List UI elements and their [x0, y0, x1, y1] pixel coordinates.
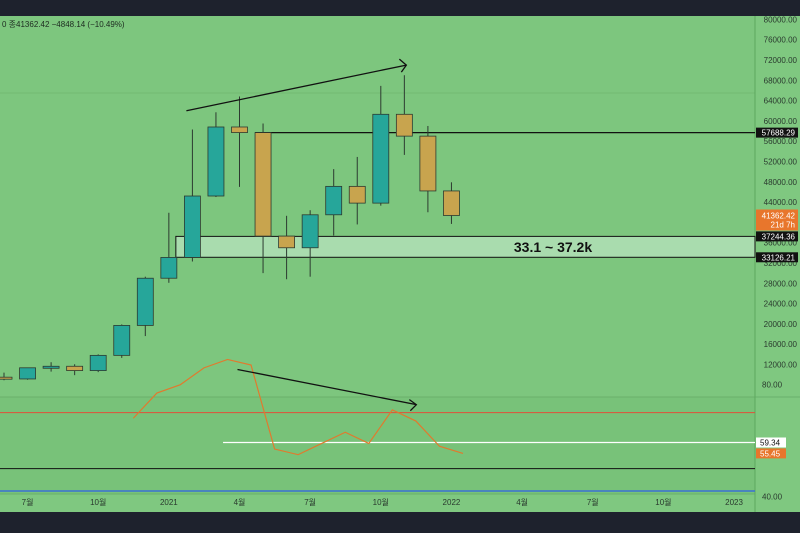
candle-body — [136, 277, 154, 326]
price-tick-label: 20000.00 — [764, 320, 798, 329]
rsi-level-tag-bg — [756, 437, 786, 448]
rsi-pane[interactable] — [0, 397, 755, 494]
last-price-tag: 41362.42 — [762, 211, 796, 220]
price-pane[interactable] — [0, 16, 755, 397]
candle-body — [325, 185, 343, 216]
level-tag: 37244.36 — [762, 232, 796, 241]
rsi-tick-label: 40.00 — [762, 493, 783, 502]
price-tick-label: 12000.00 — [764, 361, 798, 370]
rsi-trendline-arrow — [408, 399, 418, 412]
price-tick-label: 48000.00 — [764, 178, 798, 187]
candle-body — [207, 126, 225, 197]
candle-body — [254, 132, 272, 237]
candle-body — [443, 190, 460, 216]
price-tick-label: 80000.00 — [764, 16, 798, 24]
candle-body — [42, 365, 60, 369]
time-tick-label: 2022 — [443, 498, 461, 507]
price-tick-label: 28000.00 — [764, 279, 798, 288]
price-tick-label: 32000.00 — [764, 259, 798, 268]
candle-body — [0, 376, 13, 380]
time-tick-label: 7월 — [304, 497, 316, 507]
last-price-countdown: 21d 7h — [771, 220, 795, 229]
price-tick-label: 52000.00 — [764, 158, 798, 167]
support-zone-label: 33.1 ~ 37.2k — [514, 239, 592, 255]
candle-body — [372, 113, 390, 204]
bottom-toolbar — [0, 512, 800, 533]
time-tick-label: 10월 — [373, 497, 389, 507]
candle-body — [183, 195, 201, 258]
candle-body — [301, 214, 319, 249]
candle-body — [89, 354, 107, 371]
price-tick-label: 36000.00 — [764, 239, 798, 248]
level-tag: 57688.29 — [762, 129, 796, 138]
time-tick-label: 4월 — [234, 497, 246, 507]
level-tag-bg — [756, 231, 798, 242]
time-tick-label: 4월 — [516, 497, 528, 507]
price-tick-label: 64000.00 — [764, 97, 798, 106]
level-tag: 33126.21 — [762, 253, 796, 262]
price-trendline — [186, 58, 408, 112]
time-tick-label: 10월 — [90, 497, 106, 507]
candle-body — [66, 365, 84, 371]
candlestick-series — [0, 75, 460, 381]
level-tag-bg — [756, 252, 798, 263]
price-tick-label: 56000.00 — [764, 137, 798, 146]
time-tick-label: 7월 — [587, 497, 599, 507]
price-tick-label: 24000.00 — [764, 300, 798, 309]
time-tick-label: 2023 — [725, 498, 743, 507]
time-tick-label: 10월 — [655, 497, 671, 507]
support-zone-box — [175, 235, 756, 258]
rsi-line — [132, 358, 464, 456]
candle-body — [348, 185, 366, 204]
price-chart[interactable]: 0 종41362.42 −4848.14 (−10.49%) 84000.008… — [0, 16, 800, 512]
price-tick-label: 68000.00 — [764, 76, 798, 85]
trendline-arrow — [398, 58, 408, 73]
candle-body — [278, 235, 296, 249]
price-tick-label: 16000.00 — [764, 340, 798, 349]
rsi-indicator — [0, 358, 755, 492]
top-toolbar — [0, 0, 800, 16]
time-tick-label: 7월 — [22, 497, 34, 507]
rsi-value-tag: 55.45 — [760, 449, 781, 458]
candle-body — [113, 325, 131, 356]
trendline — [186, 64, 407, 112]
rsi-level-tag: 59.34 — [760, 439, 781, 448]
time-axis-ticks: 7월 10월 2021 4월 7월 10월 2022 4월 7월 10월 2023 — [22, 497, 744, 507]
price-tick-label: 44000.00 — [764, 198, 798, 207]
time-axis[interactable] — [0, 494, 800, 512]
price-tick-label: 76000.00 — [764, 36, 798, 45]
candle-body — [160, 257, 178, 279]
rsi-value-tag-bg — [756, 448, 786, 459]
candle-body — [419, 135, 437, 192]
time-tick-label: 2021 — [160, 498, 178, 507]
candle-body — [19, 367, 36, 380]
candle-body — [395, 113, 413, 137]
last-price-tag-bg — [756, 209, 798, 231]
rsi-tick-label: 80.00 — [762, 381, 783, 390]
rsi-trendline — [237, 368, 417, 406]
ohlc-header: 0 종41362.42 −4848.14 (−10.49%) — [2, 20, 125, 29]
candle-body — [231, 126, 248, 133]
level-tag-bg — [756, 127, 798, 138]
price-tick-label: 60000.00 — [764, 117, 798, 126]
price-tick-label: 72000.00 — [764, 56, 798, 65]
support-zone: 33.1 ~ 37.2k — [175, 235, 756, 258]
